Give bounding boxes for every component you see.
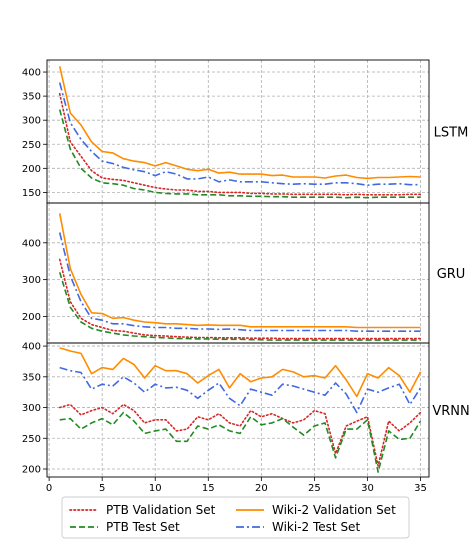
panel-frame [46,202,430,344]
legend-label: Wiki-2 Validation Set [272,503,396,517]
series-line-ptb-test-set [59,411,422,473]
y-tick-label: 350 [22,92,41,103]
y-tick-label: 400 [22,342,41,353]
series-line-ptb-validation-set [58,258,422,340]
x-tick-label: 15 [202,483,215,494]
series-line-wiki-2-validation-set [58,66,421,180]
series-line-wiki-2-test-set [58,232,421,333]
series-line-ptb-validation-set [58,403,422,467]
series-line-wiki-2-validation-set [59,347,422,398]
y-tick-label: 400 [22,238,41,249]
legend-label: PTB Validation Set [106,503,216,517]
panel-gru: 200 300 400 GRU [22,202,466,344]
x-tick-label: 20 [255,483,268,494]
y-tick-label: 200 [22,312,41,323]
x-tick-label: 5 [99,483,105,494]
y-tick-label: 300 [22,116,41,127]
series-line-ptb-test-set [58,272,421,341]
legend-label: PTB Test Set [106,520,180,534]
panel-label: LSTM [434,126,469,141]
legend: PTB Validation Set Wiki-2 Validation Set P… [61,496,410,539]
y-tick-label: 400 [22,68,41,79]
panel-vrnn: 200 250 300 350 400 VRNN [22,342,470,478]
series-line-wiki-2-validation-set [58,213,421,329]
y-tick-label: 200 [22,465,41,476]
y-tick-label: 350 [22,372,41,383]
y-tick-label: 200 [22,164,41,175]
panel-frame [46,342,430,478]
panel-label: GRU [437,267,466,282]
legend-label: Wiki-2 Test Set [272,520,360,534]
x-tick-label: 30 [361,483,374,494]
y-tick-label: 250 [22,434,41,445]
y-tick-label: 300 [22,403,41,414]
panel-label: VRNN [432,404,469,419]
y-tick-label: 150 [22,188,41,199]
panel-frame [46,59,430,204]
x-tick-label: 0 [46,483,52,494]
series-line-ptb-validation-set [58,92,422,196]
x-tick-label: 25 [308,483,321,494]
series-line-wiki-2-test-set [58,82,421,186]
x-tick-label: 10 [149,483,162,494]
legend-box [61,496,410,539]
panel-lstm: 150 200 250 300 350 400 LSTM [22,59,469,204]
y-tick-label: 300 [22,275,41,286]
series-line-ptb-test-set [58,109,421,199]
y-tick-label: 250 [22,140,41,151]
x-tick-label: 35 [414,483,427,494]
